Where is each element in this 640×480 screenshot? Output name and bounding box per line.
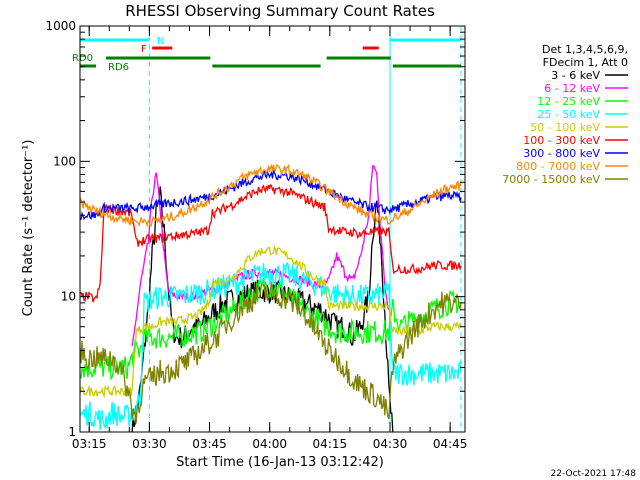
series-line-6 — [79, 169, 462, 221]
series-line-4 — [79, 245, 462, 399]
x-tick-label-1: 03:30 — [132, 437, 167, 451]
legend-label-7: 800 - 7000 keV — [516, 160, 600, 173]
y-tick-label-1: 10 — [61, 290, 76, 304]
legend-label-8: 7000 - 15000 keV — [502, 173, 600, 186]
legend-label-1: 6 - 12 keV — [544, 82, 600, 95]
legend-label-5: 100 - 300 keV — [523, 134, 600, 147]
x-tick-label-0: 03:15 — [72, 437, 107, 451]
series-line-0 — [131, 186, 394, 433]
legend: Det 1,3,4,5,6,9,FDecim 1, Att 03 - 6 keV… — [502, 43, 628, 186]
legend-label-3: 25 - 50 keV — [537, 108, 600, 121]
x-tick-label-4: 04:15 — [313, 437, 348, 451]
plot-area: NF RD0 RD6 1 10 100 1000 03:15 03:30 03:45 04:00 04… — [45, 19, 467, 451]
x-tick-label-5: 04:30 — [373, 437, 408, 451]
x-tick-label-3: 04:00 — [252, 437, 287, 451]
series-line-3 — [79, 262, 462, 431]
series-line-2 — [79, 278, 462, 381]
flag-label-3: RD6 — [108, 62, 129, 73]
legend-label-0: 3 - 6 keV — [551, 69, 600, 82]
legend-label-2: 12 - 25 keV — [537, 95, 600, 108]
plot-frame — [79, 25, 466, 433]
series-line-8 — [79, 281, 462, 424]
y-tick-label-2: 100 — [53, 154, 76, 168]
flag-label-0: N — [157, 36, 164, 47]
y-tick-label-0: 1 — [68, 425, 76, 439]
x-tick-label-6: 04:45 — [433, 437, 468, 451]
flag-label-2: RD0 — [72, 53, 93, 64]
legend-header-1: FDecim 1, Att 0 — [543, 56, 628, 69]
flag-label-1: F — [141, 44, 147, 55]
legend-header-0: Det 1,3,4,5,6,9, — [542, 43, 628, 56]
x-axis-label: Start Time (16-Jan-13 03:12:42) — [176, 455, 384, 470]
series-line-5 — [79, 183, 462, 303]
series-line-7 — [79, 163, 462, 228]
y-tick-label-3: 1000 — [45, 19, 76, 33]
x-tick-label-2: 03:45 — [192, 437, 227, 451]
legend-label-6: 300 - 800 keV — [523, 147, 600, 160]
footer-date: 22-Oct-2021 17:48 — [551, 469, 637, 479]
legend-label-4: 50 - 100 keV — [530, 121, 600, 134]
y-axis-label: Count Rate (s⁻¹ detector⁻¹) — [21, 140, 36, 317]
chart-title: RHESSI Observing Summary Count Rates — [125, 2, 435, 20]
